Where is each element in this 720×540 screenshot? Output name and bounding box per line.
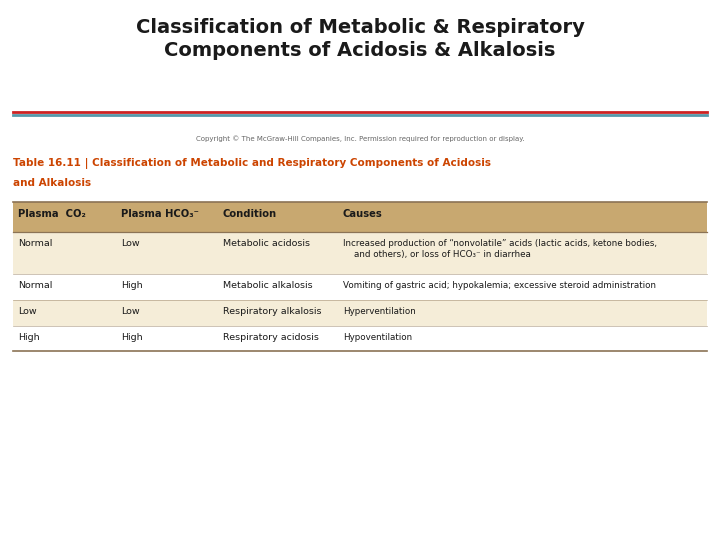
Text: Hypoventilation: Hypoventilation bbox=[343, 333, 412, 341]
Text: Low: Low bbox=[121, 239, 140, 247]
Text: Low: Low bbox=[121, 307, 140, 315]
Text: Respiratory alkalosis: Respiratory alkalosis bbox=[222, 307, 321, 315]
Bar bbox=[13, 232, 707, 273]
Text: Copyright © The McGraw-Hill Companies, Inc. Permission required for reproduction: Copyright © The McGraw-Hill Companies, I… bbox=[196, 135, 524, 141]
Text: Metabolic acidosis: Metabolic acidosis bbox=[222, 239, 310, 247]
Text: High: High bbox=[121, 333, 143, 341]
Bar bbox=[13, 273, 707, 300]
Text: Increased production of “nonvolatile” acids (lactic acids, ketone bodies,
    an: Increased production of “nonvolatile” ac… bbox=[343, 239, 657, 259]
Text: and Alkalosis: and Alkalosis bbox=[13, 178, 91, 188]
Bar bbox=[13, 326, 707, 352]
Text: Low: Low bbox=[18, 307, 37, 315]
Text: Normal: Normal bbox=[18, 239, 53, 247]
Text: Metabolic alkalosis: Metabolic alkalosis bbox=[222, 280, 312, 289]
Text: Causes: Causes bbox=[343, 209, 382, 219]
Text: Normal: Normal bbox=[18, 280, 53, 289]
Text: Hyperventilation: Hyperventilation bbox=[343, 307, 415, 315]
Text: High: High bbox=[18, 333, 40, 341]
Text: | Classification of Metabolic and Respiratory Components of Acidosis: | Classification of Metabolic and Respir… bbox=[81, 158, 491, 169]
Text: Table 16.11: Table 16.11 bbox=[13, 158, 81, 168]
Text: Classification of Metabolic & Respiratory
Components of Acidosis & Alkalosis: Classification of Metabolic & Respirator… bbox=[135, 18, 585, 60]
Bar bbox=[13, 202, 707, 232]
Text: Plasma  CO₂: Plasma CO₂ bbox=[18, 209, 86, 219]
Text: Condition: Condition bbox=[222, 209, 277, 219]
Text: Plasma HCO₃⁻: Plasma HCO₃⁻ bbox=[121, 209, 199, 219]
Text: High: High bbox=[121, 280, 143, 289]
Bar bbox=[13, 300, 707, 326]
Text: Respiratory acidosis: Respiratory acidosis bbox=[222, 333, 319, 341]
Text: Vomiting of gastric acid; hypokalemia; excessive steroid administration: Vomiting of gastric acid; hypokalemia; e… bbox=[343, 280, 656, 289]
